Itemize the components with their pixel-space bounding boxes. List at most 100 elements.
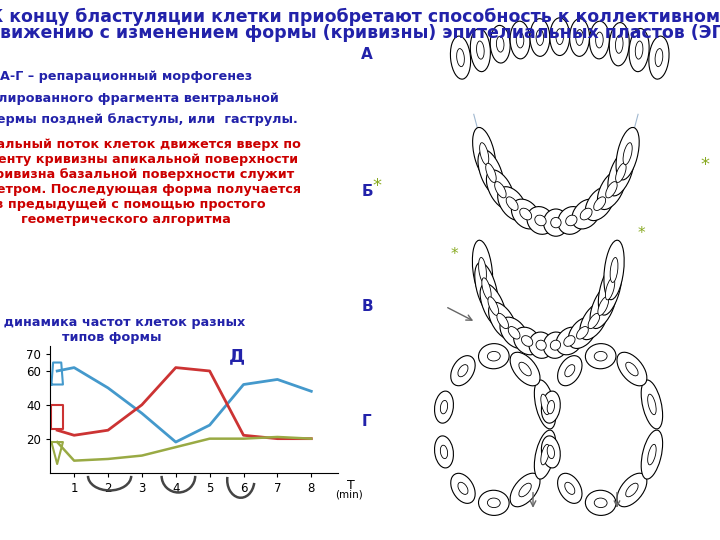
Text: *: *	[638, 226, 646, 241]
Ellipse shape	[487, 170, 514, 210]
Ellipse shape	[642, 430, 662, 479]
Text: Г: Г	[361, 414, 371, 429]
Ellipse shape	[649, 36, 669, 79]
Text: изолированного фрагмента вентральной: изолированного фрагмента вентральной	[0, 92, 279, 105]
Ellipse shape	[435, 391, 454, 423]
Ellipse shape	[510, 21, 530, 59]
Ellipse shape	[536, 340, 546, 350]
Ellipse shape	[655, 49, 663, 66]
Ellipse shape	[564, 364, 575, 377]
Ellipse shape	[572, 199, 600, 229]
Ellipse shape	[566, 215, 577, 226]
Ellipse shape	[541, 391, 560, 423]
Ellipse shape	[541, 394, 549, 415]
Ellipse shape	[595, 32, 603, 48]
Ellipse shape	[534, 380, 556, 429]
Ellipse shape	[598, 262, 622, 315]
Ellipse shape	[472, 240, 492, 300]
Ellipse shape	[617, 473, 647, 507]
Ellipse shape	[456, 49, 464, 66]
Ellipse shape	[598, 170, 626, 210]
Ellipse shape	[558, 207, 585, 234]
Ellipse shape	[458, 364, 468, 377]
Ellipse shape	[626, 362, 638, 376]
Ellipse shape	[626, 483, 638, 497]
Text: К концу бластуляции клетки приобретают способность к коллективному: К концу бластуляции клетки приобретают с…	[0, 8, 720, 26]
Ellipse shape	[590, 21, 609, 59]
Ellipse shape	[616, 163, 626, 183]
Ellipse shape	[585, 187, 614, 221]
Text: А-Г – репарационный морфогенез: А-Г – репарационный морфогенез	[0, 70, 252, 83]
Ellipse shape	[609, 23, 629, 66]
Ellipse shape	[608, 150, 634, 196]
Ellipse shape	[616, 35, 623, 53]
Ellipse shape	[534, 430, 556, 479]
Text: Б: Б	[361, 184, 373, 199]
Ellipse shape	[617, 352, 647, 386]
Ellipse shape	[487, 498, 500, 508]
Ellipse shape	[616, 127, 639, 180]
Ellipse shape	[648, 444, 656, 465]
Text: А: А	[361, 48, 373, 63]
Ellipse shape	[510, 352, 540, 386]
Ellipse shape	[536, 30, 544, 45]
Ellipse shape	[479, 343, 509, 369]
Text: Латеральный поток клеток движется вверх по
градиенту кривизны апикальной поверхн: Латеральный поток клеток движется вверх …	[0, 138, 301, 226]
Ellipse shape	[513, 327, 541, 355]
Ellipse shape	[580, 208, 592, 220]
Ellipse shape	[585, 490, 616, 515]
Ellipse shape	[441, 445, 448, 458]
Ellipse shape	[580, 302, 608, 340]
Text: В: В	[361, 299, 373, 314]
Ellipse shape	[506, 197, 518, 211]
Ellipse shape	[478, 150, 504, 196]
Ellipse shape	[541, 444, 549, 465]
Ellipse shape	[519, 362, 531, 376]
Ellipse shape	[606, 181, 617, 198]
Ellipse shape	[635, 41, 643, 59]
Ellipse shape	[564, 482, 575, 495]
Ellipse shape	[543, 332, 567, 359]
Ellipse shape	[557, 356, 582, 386]
Ellipse shape	[451, 473, 475, 503]
Ellipse shape	[487, 352, 500, 361]
Ellipse shape	[529, 332, 554, 359]
Text: *: *	[451, 247, 459, 261]
Text: Д: Д	[229, 347, 245, 365]
Ellipse shape	[458, 482, 468, 495]
Text: движению с изменением формы (кривизны) эпителиальных пластов (ЭП): движению с изменением формы (кривизны) э…	[0, 24, 720, 42]
Ellipse shape	[535, 215, 546, 226]
Ellipse shape	[576, 30, 583, 45]
Ellipse shape	[568, 317, 597, 348]
Ellipse shape	[486, 163, 496, 183]
Ellipse shape	[623, 143, 632, 165]
Ellipse shape	[604, 240, 624, 300]
Text: (min): (min)	[335, 489, 363, 500]
Ellipse shape	[598, 297, 608, 315]
Ellipse shape	[588, 313, 600, 329]
Ellipse shape	[648, 394, 656, 415]
Ellipse shape	[472, 127, 496, 180]
Ellipse shape	[585, 343, 616, 369]
Ellipse shape	[510, 473, 540, 507]
Ellipse shape	[479, 490, 509, 515]
Text: эктодермы поздней бластулы, или  гаструлы.: эктодермы поздней бластулы, или гаструлы…	[0, 113, 298, 126]
Ellipse shape	[477, 41, 484, 59]
Ellipse shape	[547, 445, 554, 458]
Ellipse shape	[530, 19, 550, 56]
Ellipse shape	[550, 340, 561, 350]
Text: T: T	[347, 480, 355, 492]
Ellipse shape	[498, 187, 526, 221]
Ellipse shape	[488, 297, 499, 315]
Text: *: *	[701, 156, 709, 174]
Ellipse shape	[500, 317, 528, 348]
Ellipse shape	[642, 380, 662, 429]
Ellipse shape	[474, 262, 498, 315]
Ellipse shape	[520, 208, 531, 220]
Text: *: *	[372, 177, 381, 195]
Ellipse shape	[480, 284, 507, 328]
Ellipse shape	[541, 436, 560, 468]
Ellipse shape	[495, 181, 506, 198]
Ellipse shape	[479, 258, 487, 282]
Ellipse shape	[570, 19, 590, 56]
